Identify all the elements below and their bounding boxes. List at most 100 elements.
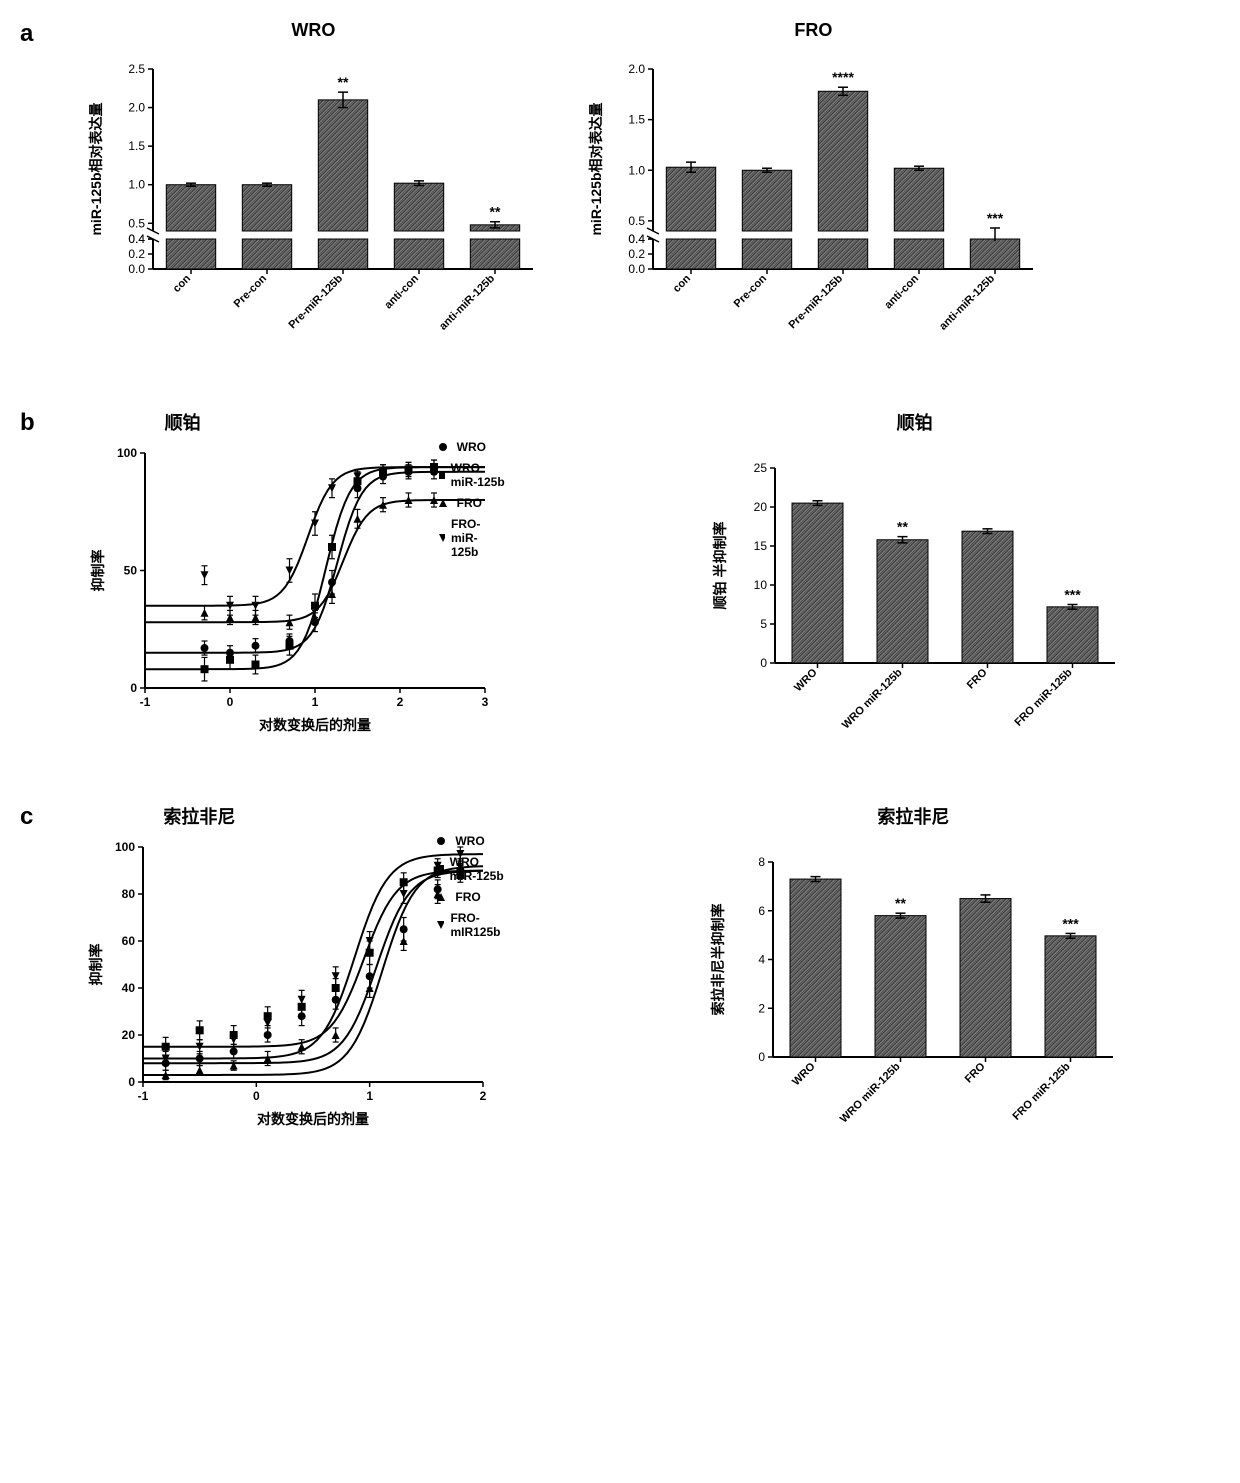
svg-text:miR-125b相对表达量: miR-125b相对表达量 xyxy=(588,102,604,235)
svg-text:1: 1 xyxy=(311,695,318,709)
svg-text:**: ** xyxy=(490,204,501,220)
panel-a-row: a WRO 0.40.51.01.52.02.50.00.20.4miR-125… xyxy=(20,20,1220,369)
svg-text:8: 8 xyxy=(759,855,766,869)
svg-text:6: 6 xyxy=(759,904,766,918)
legend-item: FRO-miR-125b xyxy=(435,517,505,559)
svg-text:anti-miR-125b: anti-miR-125b xyxy=(438,272,498,332)
svg-text:0: 0 xyxy=(129,1075,136,1089)
chart-a-wro: WRO 0.40.51.01.52.02.50.00.20.4miR-125b相… xyxy=(83,20,543,369)
svg-text:FRO: FRO xyxy=(964,666,989,691)
svg-text:抑制率: 抑制率 xyxy=(88,944,104,986)
svg-text:FRO miR-125b: FRO miR-125b xyxy=(1012,666,1074,728)
svg-text:对数变换后的剂量: 对数变换后的剂量 xyxy=(259,717,371,733)
svg-text:100: 100 xyxy=(115,840,135,854)
chart-b-bar: 顺铂 0510152025顺铂 半抑制率WRO**WRO miR-125bFRO… xyxy=(705,409,1125,763)
svg-text:0: 0 xyxy=(253,1089,260,1103)
svg-text:60: 60 xyxy=(122,934,136,948)
svg-text:15: 15 xyxy=(753,539,767,553)
svg-text:WRO miR-125b: WRO miR-125b xyxy=(838,1060,903,1125)
svg-text:WRO: WRO xyxy=(790,1060,818,1088)
svg-text:20: 20 xyxy=(122,1028,136,1042)
svg-text:2.5: 2.5 xyxy=(129,62,146,76)
svg-text:2.0: 2.0 xyxy=(129,101,146,115)
svg-text:0.5: 0.5 xyxy=(629,214,646,228)
chart-c-bar: 索拉非尼 02468索拉非尼半抑制率WRO**WRO miR-125bFRO**… xyxy=(703,803,1123,1157)
chart-a-fro-title: FRO xyxy=(583,20,1043,41)
svg-text:***: *** xyxy=(1063,915,1080,931)
legend-item: FRO xyxy=(433,889,505,905)
svg-text:2.0: 2.0 xyxy=(629,62,646,76)
chart-b-curve: 顺铂 050100-10123抑制率对数变换后的剂量 WROWRO miR-12… xyxy=(85,409,505,743)
svg-text:Pre-miR-125b: Pre-miR-125b xyxy=(787,272,846,331)
panel-b-row: b 顺铂 050100-10123抑制率对数变换后的剂量 WROWRO miR-… xyxy=(20,409,1220,763)
chart-c-bar-title: 索拉非尼 xyxy=(703,803,1123,829)
svg-text:0.2: 0.2 xyxy=(129,247,146,261)
svg-text:0: 0 xyxy=(226,695,233,709)
svg-text:索拉非尼半抑制率: 索拉非尼半抑制率 xyxy=(710,904,726,1016)
svg-text:0.0: 0.0 xyxy=(629,262,646,276)
svg-text:对数变换后的剂量: 对数变换后的剂量 xyxy=(257,1111,369,1127)
svg-text:anti-con: anti-con xyxy=(383,272,422,311)
svg-text:2: 2 xyxy=(480,1089,487,1103)
svg-text:-1: -1 xyxy=(138,1089,149,1103)
svg-text:Pre-miR-125b: Pre-miR-125b xyxy=(287,272,346,331)
svg-text:***: *** xyxy=(987,210,1004,226)
svg-text:0: 0 xyxy=(130,681,137,695)
chart-a-fro: FRO 0.40.51.01.52.00.00.20.4miR-125b相对表达… xyxy=(583,20,1043,369)
svg-text:4: 4 xyxy=(759,953,766,967)
panel-c-label: c xyxy=(20,803,33,831)
svg-text:0: 0 xyxy=(760,656,767,670)
svg-text:0: 0 xyxy=(759,1050,766,1064)
svg-text:1.5: 1.5 xyxy=(129,139,146,153)
svg-text:10: 10 xyxy=(753,578,767,592)
svg-text:1.0: 1.0 xyxy=(129,178,146,192)
svg-text:Pre-con: Pre-con xyxy=(732,272,770,310)
svg-text:1.0: 1.0 xyxy=(629,163,646,177)
legend-item: FRO-mIR125b xyxy=(433,911,505,939)
svg-text:con: con xyxy=(171,272,194,295)
svg-text:0.4: 0.4 xyxy=(129,232,146,246)
svg-text:WRO miR-125b: WRO miR-125b xyxy=(840,666,905,731)
svg-text:0.4: 0.4 xyxy=(629,232,646,246)
legend-item: WRO xyxy=(433,833,505,849)
chart-b-bar-title: 顺铂 xyxy=(705,409,1125,435)
chart-b-curve-title: 顺铂 xyxy=(165,409,505,435)
legend-item: WRO xyxy=(435,439,505,455)
svg-text:miR-125b相对表达量: miR-125b相对表达量 xyxy=(88,102,104,235)
svg-text:2: 2 xyxy=(396,695,403,709)
svg-text:**: ** xyxy=(338,74,349,90)
chart-c-curve: 索拉非尼 020406080100-1012抑制率对数变换后的剂量 WROWRO… xyxy=(83,803,503,1137)
svg-text:50: 50 xyxy=(123,564,137,578)
svg-text:**: ** xyxy=(897,519,908,535)
svg-text:20: 20 xyxy=(753,500,767,514)
legend-item: WRO miR-125b xyxy=(433,855,505,883)
panel-c-row: c 索拉非尼 020406080100-1012抑制率对数变换后的剂量 WROW… xyxy=(20,803,1220,1157)
svg-text:**: ** xyxy=(895,895,906,911)
svg-text:40: 40 xyxy=(122,981,136,995)
svg-text:0.2: 0.2 xyxy=(629,247,646,261)
legend-item: WRO miR-125b xyxy=(435,461,505,489)
svg-text:FRO: FRO xyxy=(963,1060,988,1085)
svg-text:Pre-con: Pre-con xyxy=(232,272,270,310)
svg-text:anti-con: anti-con xyxy=(883,272,922,311)
svg-text:***: *** xyxy=(1064,587,1081,603)
legend-item: FRO xyxy=(435,495,505,511)
svg-text:100: 100 xyxy=(117,446,137,460)
svg-text:抑制率: 抑制率 xyxy=(90,550,106,592)
panel-a-label: a xyxy=(20,20,33,48)
panel-b-label: b xyxy=(20,409,35,437)
svg-text:1: 1 xyxy=(367,1089,374,1103)
chart-c-curve-title: 索拉非尼 xyxy=(163,803,503,829)
svg-text:0.0: 0.0 xyxy=(129,262,146,276)
svg-text:0.5: 0.5 xyxy=(129,216,146,230)
svg-text:1.5: 1.5 xyxy=(629,113,646,127)
svg-text:5: 5 xyxy=(760,617,767,631)
svg-text:80: 80 xyxy=(122,887,136,901)
svg-text:25: 25 xyxy=(753,461,767,475)
chart-a-wro-title: WRO xyxy=(83,20,543,41)
svg-text:anti-miR-125b: anti-miR-125b xyxy=(938,272,998,332)
svg-text:con: con xyxy=(671,272,694,295)
svg-text:FRO miR-125b: FRO miR-125b xyxy=(1011,1060,1073,1122)
svg-text:-1: -1 xyxy=(139,695,150,709)
svg-text:顺铂 半抑制率: 顺铂 半抑制率 xyxy=(712,522,728,610)
